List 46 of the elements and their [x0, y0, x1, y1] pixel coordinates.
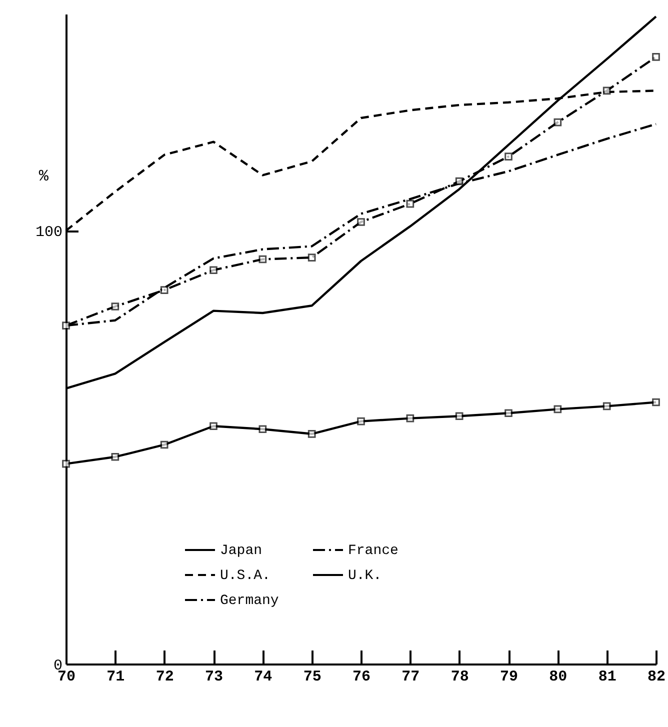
point	[504, 152, 512, 160]
x-tick-label: 71	[106, 668, 125, 686]
point	[258, 425, 267, 434]
point	[210, 266, 218, 274]
point	[652, 52, 660, 61]
x-tick-label: 76	[352, 668, 371, 686]
point	[504, 409, 512, 418]
x-tick-label: 73	[204, 668, 224, 686]
point	[111, 452, 120, 461]
x-tick-label: 81	[598, 668, 616, 686]
point	[455, 177, 464, 186]
point	[308, 430, 316, 438]
x-tick-label: 77	[402, 668, 420, 686]
legend-label: Germany	[220, 593, 279, 609]
point	[62, 322, 70, 330]
legend-label: France	[348, 543, 398, 559]
point	[602, 402, 611, 410]
point	[406, 414, 414, 422]
point	[357, 417, 365, 426]
x-tick-label: 82	[647, 668, 666, 686]
y-axis-title: %	[38, 168, 49, 186]
y-tick-label: 100	[35, 224, 62, 242]
point	[406, 200, 414, 208]
point	[160, 286, 168, 294]
x-tick-label: 70	[57, 668, 76, 686]
point	[602, 86, 611, 95]
point	[258, 255, 267, 264]
point	[160, 440, 168, 449]
point	[554, 405, 562, 414]
point	[62, 460, 70, 468]
x-tick-label: 78	[450, 668, 469, 686]
x-tick-label: 79	[500, 668, 518, 686]
point	[111, 302, 120, 310]
point	[357, 218, 365, 226]
point	[554, 118, 562, 126]
point	[210, 422, 218, 430]
point	[652, 398, 660, 406]
point	[455, 412, 464, 420]
point	[308, 254, 316, 262]
legend-label: U.S.A.	[220, 568, 270, 584]
x-tick-label: 72	[156, 668, 174, 686]
x-tick-label: 80	[549, 668, 568, 686]
x-tick-label: 74	[254, 668, 272, 686]
legend-label: U.K.	[348, 568, 382, 584]
x-tick-label: 75	[303, 668, 322, 686]
legend-label: Japan	[220, 543, 262, 559]
